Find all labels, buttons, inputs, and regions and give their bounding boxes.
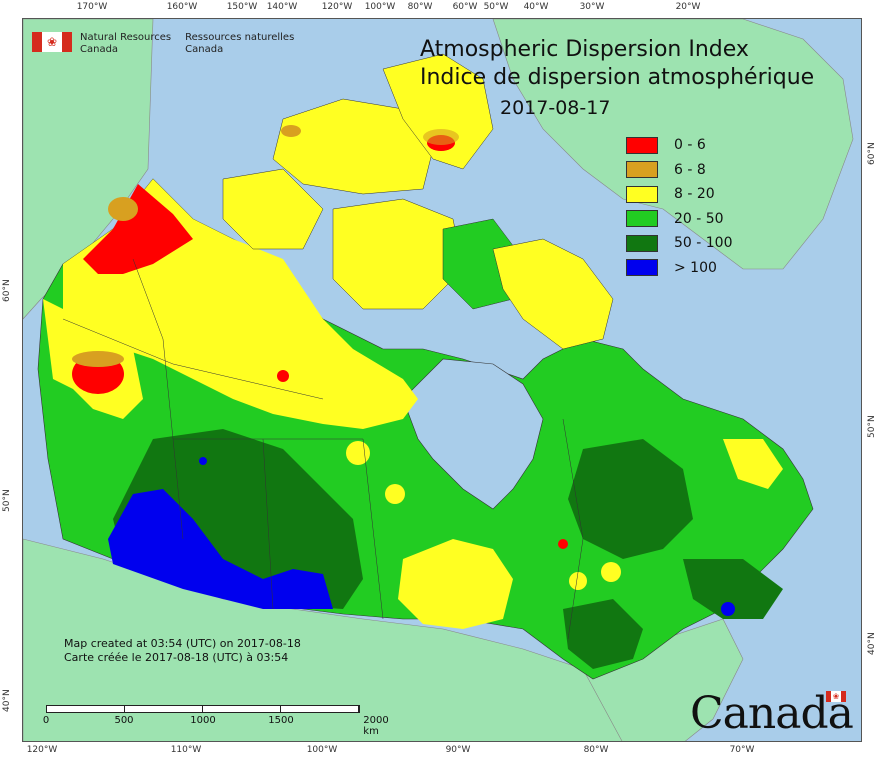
arctic-island xyxy=(382,53,494,170)
hudson-bay xyxy=(402,358,544,510)
top-tick: 100°W xyxy=(364,2,396,12)
top-tick: 20°W xyxy=(675,2,701,12)
bottom-tick: 80°W xyxy=(583,745,609,755)
left-tick: 60°N xyxy=(2,279,12,302)
credit-french: Carte créée le 2017-08-18 (UTC) à 03:54 xyxy=(64,651,289,664)
bottom-tick: 70°W xyxy=(729,745,755,755)
legend-item: > 100 xyxy=(626,256,733,281)
scale-label: 1000 xyxy=(190,715,216,726)
left-tick: 40°N xyxy=(2,689,12,712)
boundary-line xyxy=(173,438,384,620)
top-tick: 120°W xyxy=(321,2,353,12)
right-tick: 60°N xyxy=(867,142,877,165)
yellow-spot xyxy=(601,562,621,582)
boundary-line xyxy=(132,258,184,540)
scale-label: 1500 xyxy=(268,715,294,726)
darkgreen-ontario xyxy=(563,599,643,669)
org-name-fr: Ressources naturelles Canada xyxy=(185,32,295,55)
org-name-en: Natural Resources Canada xyxy=(80,32,172,55)
yellow-labrador xyxy=(723,439,783,489)
orange-island xyxy=(281,125,301,137)
darkgreen-quebec xyxy=(568,439,693,559)
yellow-spot xyxy=(346,441,370,465)
boundary-line xyxy=(262,438,274,610)
legend-swatch xyxy=(626,161,658,179)
greenland-shape xyxy=(492,19,854,270)
legend-label: 8 - 20 xyxy=(674,186,715,203)
arctic-island xyxy=(332,198,464,310)
left-tick: 50°N xyxy=(2,489,12,512)
bottom-tick: 100°W xyxy=(306,745,338,755)
arctic-island xyxy=(222,168,324,250)
scale-label: 0 xyxy=(42,715,50,726)
bottom-tick: 90°W xyxy=(445,745,471,755)
bottom-tick: 110°W xyxy=(170,745,202,755)
orange-ellesmere xyxy=(423,129,459,145)
red-spot xyxy=(277,370,289,382)
legend-swatch xyxy=(626,234,658,252)
scale-label: 500 xyxy=(114,715,134,726)
scale-label: 2000 km xyxy=(363,715,389,737)
legend-swatch xyxy=(626,185,658,203)
blue-spot xyxy=(199,457,207,465)
yellow-spot xyxy=(569,572,587,590)
yellow-ontario xyxy=(398,539,513,629)
boundary-line xyxy=(562,418,584,640)
map-date: 2017-08-17 xyxy=(500,97,611,119)
legend-item: 20 - 50 xyxy=(626,207,733,232)
top-tick: 140°W xyxy=(266,2,298,12)
right-tick: 40°N xyxy=(867,632,877,655)
top-tick: 150°W xyxy=(226,2,258,12)
red-yukon xyxy=(83,184,193,274)
top-tick: 170°W xyxy=(76,2,108,12)
yellow-spot xyxy=(385,484,405,504)
legend-swatch xyxy=(626,259,658,277)
baffin-island xyxy=(492,238,614,350)
map-canvas[interactable] xyxy=(22,18,862,742)
legend-item: 50 - 100 xyxy=(626,231,733,256)
legend-item: 0 - 6 xyxy=(626,133,733,158)
bottom-tick: 120°W xyxy=(26,745,58,755)
legend-label: 20 - 50 xyxy=(674,210,724,227)
legend-label: > 100 xyxy=(674,259,717,276)
map-svg xyxy=(23,19,854,741)
scale-bar-graphic xyxy=(46,705,360,713)
map-title: Atmospheric Dispersion Index Indice de d… xyxy=(420,36,814,92)
org-header: ❀ Natural Resources Canada Ressources na… xyxy=(32,32,294,56)
blue-spot xyxy=(721,602,735,616)
top-tick: 80°W xyxy=(407,2,433,12)
arctic-island xyxy=(272,98,434,195)
top-tick: 50°W xyxy=(483,2,509,12)
boundary-line xyxy=(62,318,324,400)
wordmark-flag-icon: ❀ xyxy=(826,691,846,702)
top-tick: 160°W xyxy=(166,2,198,12)
legend-item: 6 - 8 xyxy=(626,158,733,183)
title-french: Indice de dispersion atmosphérique xyxy=(420,65,815,90)
legend-label: 6 - 8 xyxy=(674,161,706,178)
top-tick: 60°W xyxy=(452,2,478,12)
legend-swatch xyxy=(626,210,658,228)
blue-prairies xyxy=(108,489,333,609)
legend-label: 0 - 6 xyxy=(674,137,706,154)
legend-label: 50 - 100 xyxy=(674,235,733,252)
darkgreen-maritimes xyxy=(683,559,783,619)
scale-bar: 0 500 1000 1500 2000 km xyxy=(42,705,389,737)
legend-swatch xyxy=(626,136,658,154)
legend: 0 - 6 6 - 8 8 - 20 20 - 50 50 - 100 > 10… xyxy=(626,133,733,280)
orange-bc xyxy=(72,351,124,367)
map-credit: Map created at 03:54 (UTC) on 2017-08-18… xyxy=(64,637,301,665)
legend-item: 8 - 20 xyxy=(626,182,733,207)
title-english: Atmospheric Dispersion Index xyxy=(420,37,749,62)
orange-yukon xyxy=(108,197,138,221)
right-tick: 50°N xyxy=(867,415,877,438)
canada-flag-icon: ❀ xyxy=(32,32,72,52)
red-spot xyxy=(558,539,568,549)
credit-english: Map created at 03:54 (UTC) on 2017-08-18 xyxy=(64,637,301,650)
top-tick: 40°W xyxy=(523,2,549,12)
top-tick: 30°W xyxy=(579,2,605,12)
